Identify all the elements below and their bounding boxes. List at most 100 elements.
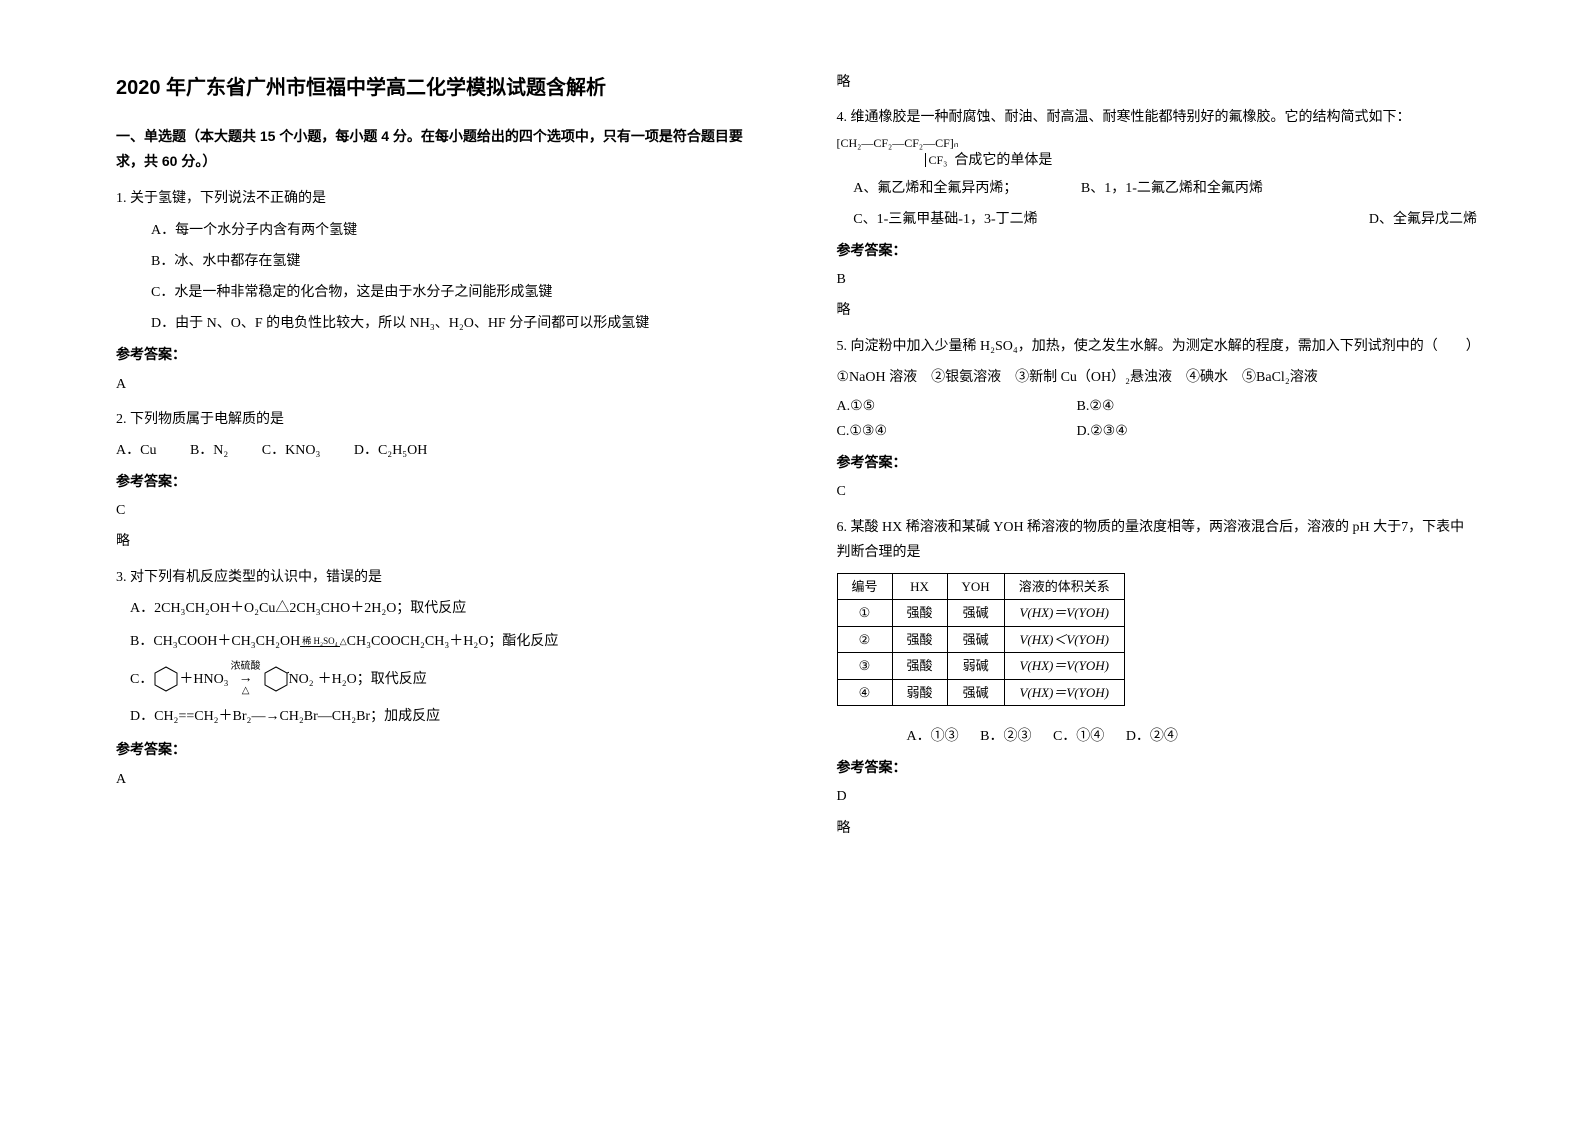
section-intro: 一、单选题（本大题共 15 个小题，每小题 4 分。在每小题给出的四个选项中，只… <box>116 124 757 174</box>
q5-options-row2: C.①③④ D.②③④ <box>837 419 1478 444</box>
q1-opt-a: A．每一个水分子内含有两个氢键 <box>151 218 757 243</box>
q4-opt-b: B、1，1-二氟乙烯和全氟丙烯 <box>1081 181 1263 196</box>
q6-opt-a: A．①③ <box>907 729 959 744</box>
benzene-icon <box>153 665 179 693</box>
q3-opt-c: C． ＋HNO₃ 浓硫酸 → △ NO₂ ＋H₂O；取代反应 <box>130 662 757 696</box>
td: 强酸 <box>892 653 947 679</box>
q1-stem: 1. 关于氢键，下列说法不正确的是 <box>116 186 757 211</box>
question-3: 3. 对下列有机反应类型的认识中，错误的是 A．2CH₃CH₂OH＋O₂Cu△2… <box>116 565 757 792</box>
q1-ans: A <box>116 372 757 397</box>
td: ① <box>837 600 892 626</box>
left-column: 2020 年广东省广州市恒福中学高二化学模拟试题含解析 一、单选题（本大题共 1… <box>96 70 797 1082</box>
q2-ans-label: 参考答案： <box>116 469 757 494</box>
q2-note: 略 <box>116 529 757 554</box>
q4-struct-l2: CF₃ 合成它的单体是 <box>837 153 1478 170</box>
td: V(HX)＜V(YOH) <box>1004 626 1124 652</box>
q4-ans-label: 参考答案： <box>837 238 1478 263</box>
q5-opt-c: C.①③④ <box>837 419 1037 444</box>
q3-stem: 3. 对下列有机反应类型的认识中，错误的是 <box>116 565 757 590</box>
document-title: 2020 年广东省广州市恒福中学高二化学模拟试题含解析 <box>116 70 757 106</box>
td: 弱碱 <box>947 653 1004 679</box>
q4-ans: B <box>837 267 1478 292</box>
q3-opt-b: B．CH₃COOH＋CH₃CH₂OH稀 H₂SO₄△CH₃COOCH₂CH₃＋H… <box>130 629 757 654</box>
q6-stem: 6. 某酸 HX 稀溶液和某碱 YOH 稀溶液的物质的量浓度相等，两溶液混合后，… <box>837 515 1478 565</box>
q3-opt-b-pre: B．CH₃COOH＋CH₃CH₂OH <box>130 634 300 649</box>
question-6: 6. 某酸 HX 稀溶液和某碱 YOH 稀溶液的物质的量浓度相等，两溶液混合后，… <box>837 515 1478 841</box>
q3-opt-c-cond2: △ <box>242 686 250 696</box>
q6-table: 编号 HX YOH 溶液的体积关系 ① 强酸 强碱 V(HX)＝V(YOH) ②… <box>837 573 1125 706</box>
q4-struct-l1: [CH₂—CF₂—CF₂—CF]ₙ <box>837 136 1478 150</box>
right-column: 略 4. 维通橡胶是一种耐腐蚀、耐油、耐高温、耐寒性能都特别好的氟橡胶。它的结构… <box>797 70 1498 1082</box>
q1-opt-c: C．水是一种非常稳定的化合物，这是由于水分子之间能形成氢键 <box>151 280 757 305</box>
q6-options: A．①③ B．②③ C．①④ D．②④ <box>837 724 1478 749</box>
td: 弱酸 <box>892 679 947 705</box>
q3-ans: A <box>116 767 757 792</box>
q5-opt-d: D.②③④ <box>1077 419 1128 444</box>
q6-ans: D <box>837 784 1478 809</box>
q3-opt-c-arrow: 浓硫酸 → △ <box>231 662 261 696</box>
q6-opt-b: B．②③ <box>980 729 1031 744</box>
q4-opt-d: D、全氟异戊二烯 <box>1369 207 1477 232</box>
q5-options-row1: A.①⑤ B.②④ <box>837 394 1478 419</box>
q1-opt-b: B．冰、水中都存在氢键 <box>151 249 757 274</box>
question-4: 4. 维通橡胶是一种耐腐蚀、耐油、耐高温、耐寒性能都特别好的氟橡胶。它的结构简式… <box>837 105 1478 323</box>
q5-reagents: ①NaOH 溶液 ②银氨溶液 ③新制 Cu（OH）₂悬浊液 ④碘水 ⑤BaCl₂… <box>837 365 1478 390</box>
td: 强酸 <box>892 600 947 626</box>
q4-note: 略 <box>837 298 1478 323</box>
q3-note: 略 <box>837 70 1478 95</box>
q2-opt-a: A．Cu <box>116 443 156 458</box>
q6-ans-label: 参考答案： <box>837 755 1478 780</box>
q4-struct-tail: 合成它的单体是 <box>954 153 1052 168</box>
q5-opt-a: A.①⑤ <box>837 394 1037 419</box>
question-5: 5. 向淀粉中加入少量稀 H₂SO₄，加热，使之发生水解。为测定水解的程度，需加… <box>837 334 1478 505</box>
q6-opt-c: C．①④ <box>1053 729 1104 744</box>
td: V(HX)＝V(YOH) <box>1004 679 1124 705</box>
question-1: 1. 关于氢键，下列说法不正确的是 A．每一个水分子内含有两个氢键 B．冰、水中… <box>116 186 757 396</box>
td: 强碱 <box>947 600 1004 626</box>
td: ③ <box>837 653 892 679</box>
td: ④ <box>837 679 892 705</box>
td: 强碱 <box>947 626 1004 652</box>
q1-options: A．每一个水分子内含有两个氢键 B．冰、水中都存在氢键 C．水是一种非常稳定的化… <box>116 218 757 337</box>
td: V(HX)＝V(YOH) <box>1004 600 1124 626</box>
q1-ans-label: 参考答案： <box>116 342 757 367</box>
benzene-icon <box>263 665 289 693</box>
q2-opt-c: C．KNO₃ <box>262 443 321 458</box>
q4-opt-a: A、氟乙烯和全氟异丙烯； <box>853 181 1017 196</box>
table-row: ④ 弱酸 强碱 V(HX)＝V(YOH) <box>837 679 1124 705</box>
q3-opt-d: D．CH₂==CH₂＋Br₂―→CH₂Br―CH₂Br；加成反应 <box>130 704 757 729</box>
q2-ans: C <box>116 498 757 523</box>
q3-opt-b-post: CH₃COOCH₂CH₃＋H₂O；酯化反应 <box>347 634 559 649</box>
table-row: ③ 强酸 弱碱 V(HX)＝V(YOH) <box>837 653 1124 679</box>
th-0: 编号 <box>837 574 892 600</box>
question-2: 2. 下列物质属于电解质的是 A．Cu B．N₂ C．KNO₃ D．C₂H₅OH… <box>116 407 757 555</box>
q3-opt-c-post: NO₂ <box>289 667 314 692</box>
q2-stem: 2. 下列物质属于电解质的是 <box>116 407 757 432</box>
q3-opt-a: A．2CH₃CH₂OH＋O₂Cu△2CH₃CHO＋2H₂O；取代反应 <box>130 596 757 621</box>
q3-opt-c-pre: C． <box>130 667 153 692</box>
td: V(HX)＝V(YOH) <box>1004 653 1124 679</box>
table-row: ② 强酸 强碱 V(HX)＜V(YOH) <box>837 626 1124 652</box>
q1-opt-d: D．由于 N、O、F 的电负性比较大，所以 NH₃、H₂O、HF 分子间都可以形… <box>151 311 757 336</box>
q3-options: A．2CH₃CH₂OH＋O₂Cu△2CH₃CHO＋2H₂O；取代反应 B．CH₃… <box>116 596 757 730</box>
q3-opt-b-cond: 稀 H₂SO₄ <box>300 637 340 647</box>
q2-options: A．Cu B．N₂ C．KNO₃ D．C₂H₅OH <box>116 438 757 463</box>
th-1: HX <box>892 574 947 600</box>
q5-ans: C <box>837 479 1478 504</box>
q6-note: 略 <box>837 816 1478 841</box>
q5-opt-b: B.②④ <box>1077 394 1115 419</box>
q4-stem: 4. 维通橡胶是一种耐腐蚀、耐油、耐高温、耐寒性能都特别好的氟橡胶。它的结构简式… <box>837 105 1478 130</box>
table-header-row: 编号 HX YOH 溶液的体积关系 <box>837 574 1124 600</box>
q4-structure: [CH₂—CF₂—CF₂—CF]ₙ CF₃ 合成它的单体是 <box>837 136 1478 169</box>
td: 强酸 <box>892 626 947 652</box>
q4-opt-c: C、1-三氟甲基础-1，3-丁二烯 <box>853 207 1037 232</box>
q3-opt-c-mid: ＋HNO₃ <box>179 667 228 692</box>
q6-opt-d: D．②④ <box>1126 729 1178 744</box>
th-3: 溶液的体积关系 <box>1004 574 1124 600</box>
th-2: YOH <box>947 574 1004 600</box>
q4-options: A、氟乙烯和全氟异丙烯； B、1，1-二氟乙烯和全氟丙烯 C、1-三氟甲基础-1… <box>837 176 1478 232</box>
q3-ans-label: 参考答案： <box>116 737 757 762</box>
q2-opt-b: B．N₂ <box>190 443 228 458</box>
table-row: ① 强酸 强碱 V(HX)＝V(YOH) <box>837 600 1124 626</box>
q5-ans-label: 参考答案： <box>837 450 1478 475</box>
